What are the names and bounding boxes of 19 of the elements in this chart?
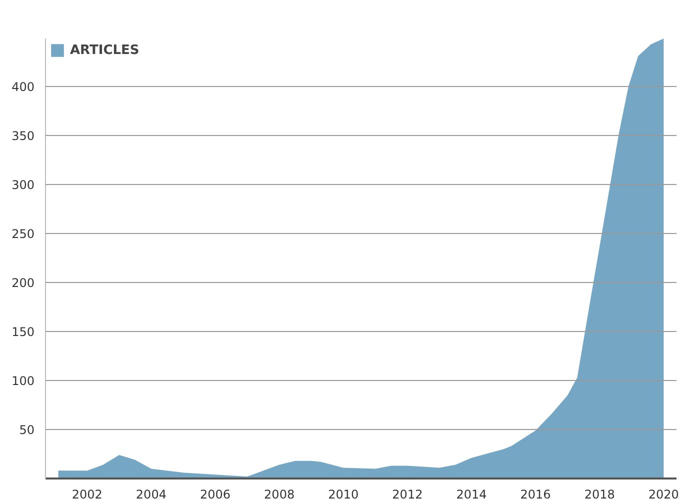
x-tick-label: 2018	[584, 488, 615, 501]
x-tick-label: 2010	[328, 488, 359, 501]
y-tick-label: 400	[12, 80, 34, 94]
x-tick-label: 2008	[264, 488, 295, 501]
y-tick-label: 250	[12, 227, 34, 242]
x-tick-label: 2020	[648, 488, 679, 501]
x-tick-label: 2014	[456, 488, 487, 501]
legend-label: ARTICLES	[70, 42, 140, 58]
y-tick-label: 300	[12, 178, 34, 192]
x-tick-label: 2012	[392, 488, 423, 501]
x-tick-label: 2004	[136, 488, 166, 501]
y-tick-label: 100	[12, 374, 34, 388]
y-tick-label: 150	[12, 325, 34, 340]
x-tick-label: 2006	[200, 488, 231, 501]
x-tick-label: 2002	[72, 488, 102, 501]
y-tick-label: 50	[19, 423, 35, 437]
y-tick-label: 350	[12, 129, 34, 144]
x-tick-label: 2016	[520, 488, 551, 501]
y-tick-label: 200	[12, 276, 34, 290]
